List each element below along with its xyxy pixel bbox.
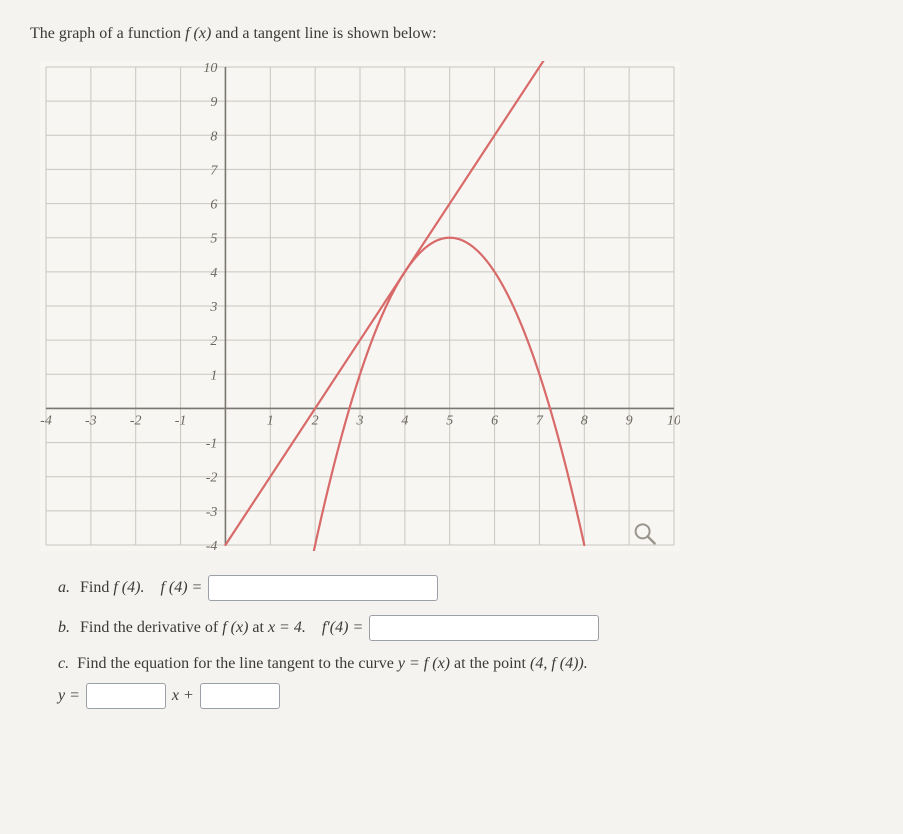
qb-pre: Find the derivative of: [80, 619, 222, 636]
chart-container: -4 -3 -2 -1 1 2 3 4 5 6 7 8 9 10 -4 -3 -2 -1 1 2 3 4 5 6 7 8 9 10: [40, 61, 873, 551]
answer-a-input[interactable]: [208, 575, 438, 601]
qc-pt: (4, f (4)).: [530, 655, 588, 672]
question-c: c. Find the equation for the line tangen…: [58, 655, 873, 709]
svg-text:3: 3: [356, 413, 364, 428]
svg-text:-2: -2: [206, 471, 218, 486]
qb-mid: at: [248, 619, 268, 636]
svg-text:8: 8: [210, 129, 217, 144]
svg-text:-3: -3: [85, 413, 97, 428]
question-c-label: c.: [58, 655, 69, 672]
answer-b-input[interactable]: [369, 615, 599, 641]
prompt-text: The graph of a function f (x) and a tang…: [30, 25, 873, 43]
svg-text:10: 10: [203, 61, 217, 76]
svg-text:9: 9: [626, 413, 633, 428]
prompt-fn: f (x): [185, 25, 211, 42]
qb-fn1: f (x): [222, 619, 248, 636]
qc-mid: at the point: [450, 655, 530, 672]
svg-text:9: 9: [210, 95, 217, 110]
qc-eq1: y = f (x): [398, 655, 450, 672]
prompt-pre: The graph of a function: [30, 25, 185, 42]
svg-text:1: 1: [267, 413, 274, 428]
qc-xplus: x +: [172, 687, 194, 705]
qa-fn1: f (4).: [113, 579, 144, 596]
svg-text:-1: -1: [175, 413, 187, 428]
svg-text:2: 2: [210, 334, 217, 349]
prompt-post: and a tangent line is shown below:: [211, 25, 436, 42]
question-a: a. Find f (4). f (4) =: [58, 575, 873, 601]
svg-text:-3: -3: [206, 505, 218, 520]
svg-text:4: 4: [210, 266, 217, 281]
qa-fn2: f (4) =: [160, 579, 202, 596]
qa-pre: Find: [80, 579, 113, 596]
function-graph: -4 -3 -2 -1 1 2 3 4 5 6 7 8 9 10 -4 -3 -2 -1 1 2 3 4 5 6 7 8 9 10: [40, 61, 680, 551]
answer-c-intercept-input[interactable]: [200, 683, 280, 709]
svg-text:-2: -2: [130, 413, 142, 428]
svg-text:7: 7: [536, 413, 544, 428]
question-a-label: a.: [58, 579, 70, 597]
question-b-label: b.: [58, 619, 70, 637]
question-b-text: Find the derivative of f (x) at x = 4. f…: [80, 619, 363, 637]
svg-text:1: 1: [210, 368, 217, 383]
answer-c-slope-input[interactable]: [86, 683, 166, 709]
svg-text:10: 10: [667, 413, 680, 428]
svg-text:6: 6: [210, 198, 217, 213]
svg-text:6: 6: [491, 413, 498, 428]
qb-eq: x = 4.: [268, 619, 306, 636]
svg-text:8: 8: [581, 413, 588, 428]
svg-text:5: 5: [210, 232, 217, 247]
svg-text:4: 4: [401, 413, 408, 428]
qc-pre: Find the equation for the line tangent t…: [77, 655, 398, 672]
qb-fn2: f′(4) =: [322, 619, 363, 636]
question-a-text: Find f (4). f (4) =: [80, 579, 202, 597]
question-b: b. Find the derivative of f (x) at x = 4…: [58, 615, 873, 641]
svg-text:-4: -4: [40, 413, 52, 428]
svg-text:-4: -4: [206, 539, 218, 551]
svg-text:3: 3: [209, 300, 217, 315]
qc-yeq: y =: [58, 687, 80, 705]
svg-text:5: 5: [446, 413, 453, 428]
svg-text:-1: -1: [206, 437, 218, 452]
question-c-text: Find the equation for the line tangent t…: [77, 655, 588, 672]
svg-text:2: 2: [312, 413, 319, 428]
svg-text:7: 7: [210, 163, 218, 178]
